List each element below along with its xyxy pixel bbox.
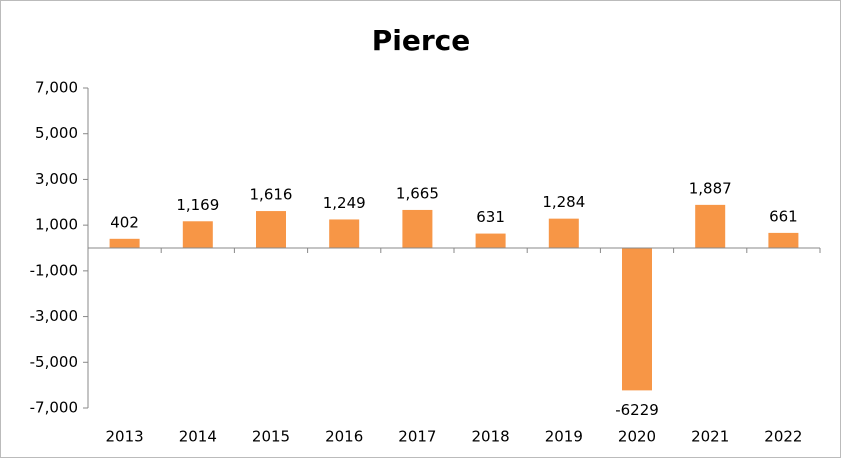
bar — [475, 233, 506, 248]
x-tick-label: 2021 — [691, 428, 729, 446]
data-label: -6229 — [615, 401, 659, 419]
data-label: 402 — [110, 213, 139, 231]
bar — [256, 211, 286, 248]
y-tick-label: 3,000 — [35, 170, 78, 188]
y-tick-label: 7,000 — [35, 79, 78, 97]
x-tick-label: 2015 — [252, 428, 290, 446]
bar — [695, 204, 726, 248]
bar — [768, 232, 799, 248]
data-label: 631 — [476, 208, 505, 226]
data-label: 661 — [769, 207, 798, 225]
y-tick-label: -5,000 — [30, 353, 78, 371]
data-label: 1,284 — [542, 193, 585, 211]
x-tick-label: 2022 — [764, 428, 802, 446]
y-tick-label: -7,000 — [30, 399, 78, 417]
bar — [402, 209, 433, 248]
y-tick-label: -1,000 — [30, 261, 78, 279]
x-tick-label: 2020 — [618, 428, 656, 446]
x-tick-label: 2019 — [545, 428, 583, 446]
data-label: 1,616 — [250, 186, 293, 204]
data-label: 1,249 — [323, 194, 366, 212]
x-tick-label: 2013 — [106, 428, 144, 446]
bar — [622, 248, 652, 391]
data-label: 1,665 — [396, 184, 439, 202]
bar — [109, 238, 140, 248]
bar — [182, 221, 213, 248]
bar — [548, 218, 579, 248]
data-label: 1,887 — [689, 179, 732, 197]
y-tick-label: 5,000 — [35, 124, 78, 142]
x-tick-label: 2018 — [472, 428, 510, 446]
data-label: 1,169 — [176, 196, 219, 214]
bar — [329, 219, 360, 248]
x-tick-label: 2016 — [325, 428, 363, 446]
x-tick-label: 2017 — [398, 428, 436, 446]
y-tick-label: 1,000 — [35, 216, 78, 234]
y-tick-label: -3,000 — [30, 307, 78, 325]
x-tick-label: 2014 — [179, 428, 217, 446]
chart-title: Pierce — [372, 24, 471, 57]
